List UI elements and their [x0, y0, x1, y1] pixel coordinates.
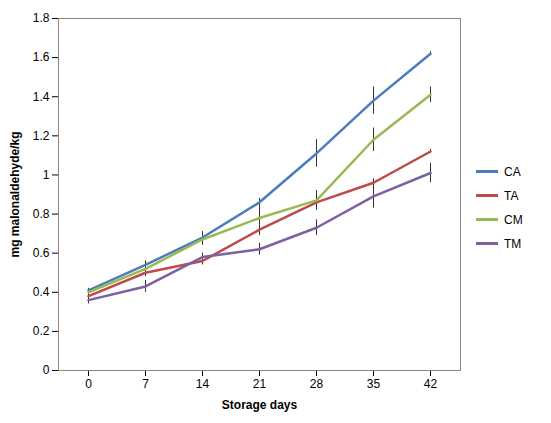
html-text:TA: TA: [504, 188, 519, 203]
svg-text:42: 42: [424, 377, 438, 391]
svg-text:mg malonaldehyde/kg: mg malonaldehyde/kg: [8, 131, 22, 257]
svg-text:7: 7: [142, 377, 149, 391]
svg-text:Storage days: Storage days: [222, 398, 298, 412]
svg-text:0: 0: [85, 377, 92, 391]
svg-text:1.8: 1.8: [33, 11, 50, 25]
svg-text:1.4: 1.4: [33, 90, 50, 104]
svg-text:21: 21: [253, 377, 267, 391]
html-text:CA: CA: [504, 164, 521, 179]
svg-text:0.4: 0.4: [33, 285, 50, 299]
html-text:CM: CM: [504, 212, 523, 227]
svg-text:14: 14: [196, 377, 210, 391]
svg-text:0.6: 0.6: [33, 246, 50, 260]
html-text:TM: TM: [504, 236, 522, 251]
svg-text:1.6: 1.6: [33, 50, 50, 64]
svg-text:1: 1: [43, 168, 50, 182]
svg-text:0.8: 0.8: [33, 207, 50, 221]
svg-text:1.2: 1.2: [33, 129, 50, 143]
svg-text:0.2: 0.2: [33, 324, 50, 338]
svg-text:28: 28: [310, 377, 324, 391]
svg-text:0: 0: [43, 363, 50, 377]
svg-text:35: 35: [367, 377, 381, 391]
